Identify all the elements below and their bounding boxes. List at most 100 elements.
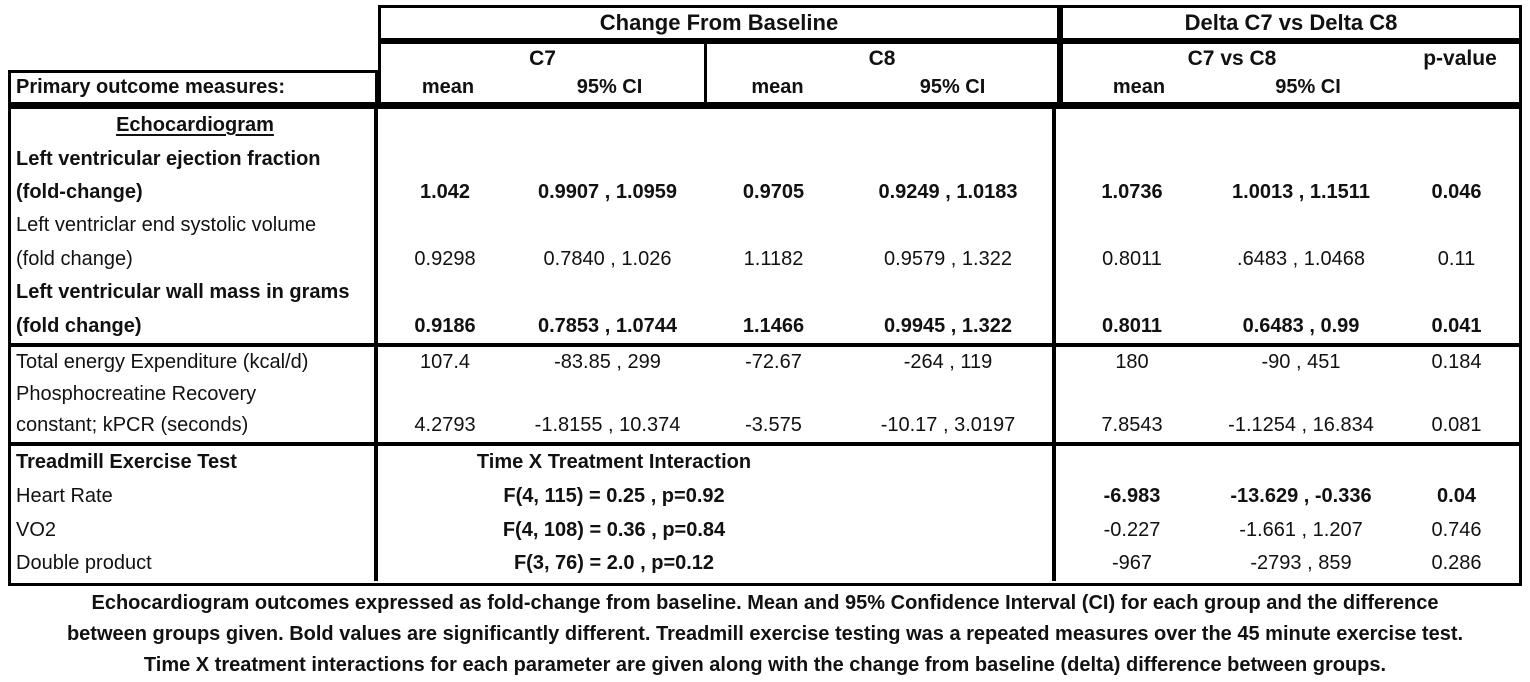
cell-pcr-d-ci: -1.1254 , 16.834 (1228, 414, 1374, 437)
cell-pcr-c7-mean: 4.2793 (414, 414, 476, 437)
section-echocardiogram: Echocardiogram Left ventricular ejection… (11, 109, 1519, 343)
c7-vs-c8-label: C7 vs C8 (1187, 47, 1277, 70)
c7-ci-header: 95% CI (576, 76, 643, 98)
table-row: (fold-change) 1.042 0.9907 , 1.0959 0.97… (11, 175, 1519, 210)
table-row: Left ventricular ejection fraction (11, 142, 1519, 176)
delta-mean-header: mean (1112, 76, 1166, 98)
interaction-header: Time X Treatment Interaction (476, 451, 752, 474)
cell-lvwm-d-ci: 0.6483 , 0.99 (1242, 314, 1360, 337)
c8-group-label: C8 (868, 47, 896, 70)
header-group-c7: C7 mean 95% CI (378, 41, 707, 105)
cell-tee-d-mean: 180 (1115, 351, 1149, 374)
cell-pcr-c8-mean: -3.575 (745, 414, 802, 437)
c8-ci-header: 95% CI (919, 76, 986, 98)
caption-line-1: Echocardiogram outcomes expressed as fol… (91, 592, 1439, 614)
cell-tee-c7-mean: 107.4 (419, 351, 471, 374)
lvesv-sub-label: (fold change) (11, 242, 378, 276)
cell-hr-d-ci: -13.629 , -0.336 (1230, 485, 1372, 508)
cell-tee-c7-ci: -83.85 , 299 (554, 351, 661, 374)
cell-hr-p: 0.04 (1437, 485, 1476, 508)
cell-lvwm-d-mean: 0.8011 (1101, 314, 1163, 337)
cell-dp-d-ci: -2793 , 859 (1250, 552, 1352, 575)
change-from-baseline-title: Change From Baseline (599, 10, 839, 35)
cell-lvesv-c8-ci: 0.9579 , 1.322 (844, 242, 1056, 276)
header-group-delta: C7 vs C8 p-value mean 95% CI (1060, 41, 1522, 105)
table-row: Double product F(3, 76) = 2.0 , p=0.12 -… (11, 547, 1519, 581)
cell-lvef-d-ci: 1.0013 , 1.1511 (1232, 180, 1370, 203)
pcr-label-line2: constant; kPCR (seconds) (11, 410, 378, 442)
cell-vo2-d-ci: -1.661 , 1.207 (1239, 518, 1363, 541)
double-product-fstat: F(3, 76) = 2.0 , p=0.12 (513, 552, 715, 575)
cell-pcr-p: 0.081 (1431, 414, 1482, 437)
table-row: Total energy Expenditure (kcal/d) 107.4 … (11, 347, 1519, 379)
delta-title: Delta C7 vs Delta C8 (1184, 10, 1398, 35)
cell-lvef-c8-ci: 0.9249 , 1.0183 (844, 175, 1056, 210)
cell-lvesv-d-mean: 0.8011 (1102, 247, 1162, 270)
table-row: (fold change) 0.9298 0.7840 , 1.026 1.11… (11, 242, 1519, 276)
cell-tee-p: 0.184 (1431, 351, 1482, 374)
cell-lvesv-c8-mean: 1.1182 (743, 247, 804, 270)
delta-ci-header: 95% CI (1275, 76, 1341, 98)
caption-line-2: between groups given. Bold values are si… (66, 623, 1464, 645)
cell-lvwm-p: 0.041 (1431, 314, 1482, 337)
cell-tee-d-ci: -90 , 451 (1261, 351, 1341, 374)
double-product-label: Double product (11, 547, 378, 581)
cell-lvef-p: 0.046 (1431, 180, 1482, 203)
cell-tee-c8-mean: -72.67 (745, 351, 802, 374)
cell-pcr-c7-ci: -1.8155 , 10.374 (534, 414, 681, 437)
cell-lvwm-c8-mean: 1.1466 (742, 314, 805, 337)
c7-group-label: C7 (529, 47, 556, 70)
cell-lvesv-c7-mean: 0.9298 (414, 247, 476, 270)
lvesv-label: Left ventriclar end systolic volume (11, 209, 378, 243)
heart-rate-fstat: F(4, 115) = 0.25 , p=0.92 (503, 485, 725, 508)
cell-lvwm-c7-ci: 0.7853 , 1.0744 (537, 314, 677, 337)
cell-lvesv-c7-ci: 0.7840 , 1.026 (543, 247, 672, 270)
table-row: Treadmill Exercise Test Time X Treatment… (11, 446, 1519, 480)
table-row: Heart Rate F(4, 115) = 0.25 , p=0.92 -6.… (11, 479, 1519, 514)
table-row: constant; kPCR (seconds) 4.2793 -1.8155 … (11, 410, 1519, 442)
tee-label: Total energy Expenditure (kcal/d) (11, 347, 378, 379)
pcr-label-line1: Phosphocreatine Recovery (11, 378, 378, 411)
table-caption: Echocardiogram outcomes expressed as fol… (0, 588, 1530, 681)
cell-lvesv-p: 0.11 (1437, 247, 1476, 270)
header-delta-title: Delta C7 vs Delta C8 (1060, 5, 1522, 41)
p-value-header: p-value (1423, 47, 1497, 70)
cell-pcr-c8-ci: -10.17 , 3.0197 (844, 410, 1056, 442)
section-metabolic: Total energy Expenditure (kcal/d) 107.4 … (11, 343, 1519, 442)
treadmill-label: Treadmill Exercise Test (11, 446, 378, 480)
cell-lvwm-c7-mean: 0.9186 (414, 314, 476, 337)
cell-vo2-p: 0.746 (1431, 518, 1482, 541)
cell-pcr-d-mean: 7.8543 (1101, 414, 1163, 437)
caption-line-3: Time X treatment interactions for each p… (143, 654, 1387, 676)
c7-mean-header: mean (421, 76, 475, 98)
vo2-fstat: F(4, 108) = 0.36 , p=0.84 (502, 518, 726, 541)
vo2-label: VO2 (11, 513, 378, 548)
cell-hr-d-mean: -6.983 (1103, 485, 1161, 508)
header-group-c8: C8 mean 95% CI (704, 41, 1060, 105)
cell-lvwm-c8-ci: 0.9945 , 1.322 (844, 309, 1056, 343)
table-row: Left ventriclar end systolic volume (11, 209, 1519, 243)
lvef-sub-label: (fold-change) (11, 175, 378, 210)
cell-lvesv-d-ci: .6483 , 1.0468 (1237, 247, 1365, 270)
cell-dp-d-mean: -967 (1111, 552, 1153, 575)
lvef-label: Left ventricular ejection fraction (11, 142, 378, 176)
cell-lvef-c8-mean: 0.9705 (742, 180, 805, 203)
cell-tee-c8-ci: -264 , 119 (844, 347, 1056, 379)
cell-lvef-c7-ci: 0.9907 , 1.0959 (537, 180, 677, 203)
cell-vo2-d-mean: -0.227 (1103, 518, 1161, 541)
lvwm-sub-label: (fold change) (11, 309, 378, 343)
table-row: Phosphocreatine Recovery (11, 378, 1519, 411)
table-body: Echocardiogram Left ventricular ejection… (8, 105, 1522, 586)
header-change-from-baseline: Change From Baseline (378, 5, 1060, 41)
cell-lvef-c7-mean: 1.042 (419, 180, 471, 203)
table-row: Echocardiogram (11, 109, 1519, 143)
echo-heading: Echocardiogram (11, 109, 378, 143)
table-row: Left ventricular wall mass in grams (11, 275, 1519, 310)
c8-mean-header: mean (751, 76, 804, 98)
lvwm-label: Left ventricular wall mass in grams (11, 275, 378, 310)
cell-lvef-d-mean: 1.0736 (1101, 180, 1163, 203)
cell-dp-p: 0.286 (1431, 552, 1482, 575)
table-row: (fold change) 0.9186 0.7853 , 1.0744 1.1… (11, 309, 1519, 343)
table-row: VO2 F(4, 108) = 0.36 , p=0.84 -0.227 -1.… (11, 513, 1519, 548)
